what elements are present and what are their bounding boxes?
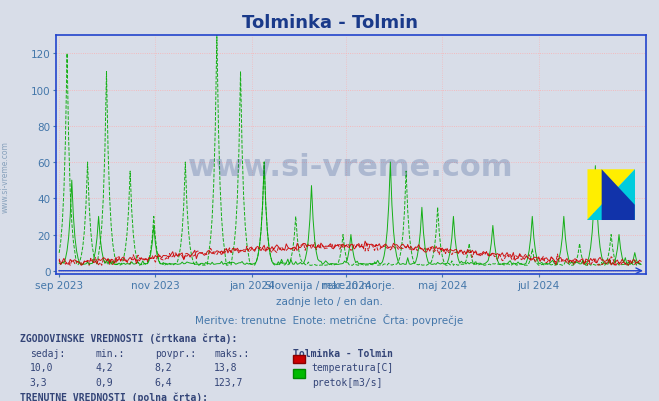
Text: 3,3: 3,3 <box>30 377 47 387</box>
Text: 4,2: 4,2 <box>96 363 113 372</box>
Polygon shape <box>587 170 635 221</box>
Text: www.si-vreme.com: www.si-vreme.com <box>188 153 513 182</box>
Text: povpr.:: povpr.: <box>155 348 196 358</box>
Text: zadnje leto / en dan.: zadnje leto / en dan. <box>276 297 383 307</box>
Text: temperatura[C]: temperatura[C] <box>312 363 394 372</box>
Text: min.:: min.: <box>96 348 125 358</box>
Text: www.si-vreme.com: www.si-vreme.com <box>1 141 10 212</box>
Text: 123,7: 123,7 <box>214 377 244 387</box>
Text: Tolminka - Tolmin: Tolminka - Tolmin <box>241 14 418 32</box>
Text: sedaj:: sedaj: <box>30 348 65 358</box>
Text: 10,0: 10,0 <box>30 363 53 372</box>
Text: Slovenija / reke in morje.: Slovenija / reke in morje. <box>264 281 395 291</box>
Text: TRENUTNE VREDNOSTI (polna črta):: TRENUTNE VREDNOSTI (polna črta): <box>20 392 208 401</box>
Text: Tolminka - Tolmin: Tolminka - Tolmin <box>293 348 393 358</box>
Text: ZGODOVINSKE VREDNOSTI (črtkana črta):: ZGODOVINSKE VREDNOSTI (črtkana črta): <box>20 333 237 343</box>
Text: Meritve: trenutne  Enote: metrične  Črta: povprečje: Meritve: trenutne Enote: metrične Črta: … <box>195 313 464 325</box>
Polygon shape <box>587 170 635 221</box>
Text: 0,9: 0,9 <box>96 377 113 387</box>
Polygon shape <box>602 170 635 221</box>
Text: maks.:: maks.: <box>214 348 249 358</box>
Text: 8,2: 8,2 <box>155 363 173 372</box>
Text: 6,4: 6,4 <box>155 377 173 387</box>
Text: 13,8: 13,8 <box>214 363 238 372</box>
Text: pretok[m3/s]: pretok[m3/s] <box>312 377 382 387</box>
